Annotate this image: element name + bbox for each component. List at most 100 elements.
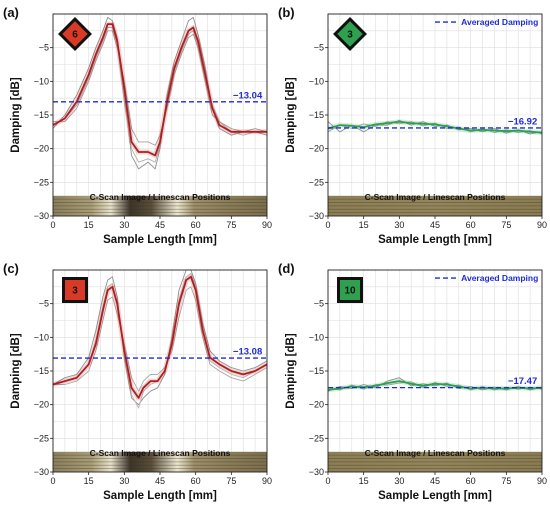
y-tick-label: −5 <box>314 43 324 53</box>
badge-number: 10 <box>344 286 356 297</box>
x-tick-label: 45 <box>155 220 165 230</box>
x-tick-label: 15 <box>359 476 369 486</box>
legend-label: Averaged Damping <box>461 17 538 27</box>
sample-badge: 3 <box>62 277 88 303</box>
cscan-image <box>53 195 267 216</box>
y-tick-label: −15 <box>34 366 49 376</box>
cscan-image <box>328 451 542 472</box>
cscan-label: C-Scan Image / Linescan Positions <box>365 448 506 458</box>
y-tick-label: −25 <box>309 177 324 187</box>
x-tick-label: 75 <box>226 220 236 230</box>
x-tick-label: 0 <box>325 476 330 486</box>
x-tick-label: 0 <box>50 220 55 230</box>
x-tick-label: 30 <box>119 476 129 486</box>
badge-number: 3 <box>347 30 353 41</box>
x-tick-label: 60 <box>466 476 476 486</box>
y-tick-label: −30 <box>34 211 49 221</box>
badge-number: 3 <box>72 286 78 297</box>
y-tick-label: −20 <box>309 400 324 410</box>
cscan-image <box>328 195 542 216</box>
x-axis-label: Sample Length [mm] <box>378 234 492 246</box>
badge-fill <box>340 280 360 300</box>
panel-d: C-Scan Image / Linescan Positions −17.47 A… <box>278 261 547 502</box>
y-tick-label: −15 <box>309 110 324 120</box>
y-tick-label: −20 <box>34 400 49 410</box>
badge-fill <box>337 21 363 47</box>
series-line-scan <box>327 377 543 392</box>
y-tick-label: −20 <box>309 144 324 154</box>
y-tick-label: −15 <box>309 366 324 376</box>
x-tick-label: 45 <box>155 476 165 486</box>
series-line-main <box>327 120 543 134</box>
y-tick-label: −30 <box>34 467 49 477</box>
x-tick-label: 60 <box>191 220 201 230</box>
x-tick-label: 90 <box>537 476 547 486</box>
x-tick-label: 90 <box>262 220 272 230</box>
averaged-damping-value: −13.08 <box>233 347 262 358</box>
x-tick-label: 30 <box>394 220 404 230</box>
x-tick-label: 0 <box>50 476 55 486</box>
y-tick-label: −30 <box>309 467 324 477</box>
cscan-label: C-Scan Image / Linescan Positions <box>365 192 506 202</box>
x-axis-label: Sample Length [mm] <box>103 490 217 502</box>
x-axis-label: Sample Length [mm] <box>378 490 492 502</box>
y-tick-label: −25 <box>309 433 324 443</box>
y-tick-label: −5 <box>314 299 324 309</box>
y-tick-label: −10 <box>34 332 49 342</box>
y-tick-label: −15 <box>34 110 49 120</box>
x-tick-label: 45 <box>430 476 440 486</box>
panel-b: C-Scan Image / Linescan Positions −16.92 A… <box>278 5 547 246</box>
series-line-main <box>52 23 267 157</box>
panel-c: C-Scan Image / Linescan Positions −13.08 0… <box>3 261 272 502</box>
x-tick-label: 15 <box>359 220 369 230</box>
badge-fill <box>62 21 88 47</box>
x-tick-label: 30 <box>119 220 129 230</box>
x-axis-label: Sample Length [mm] <box>103 234 217 246</box>
x-tick-label: 60 <box>191 476 201 486</box>
x-tick-label: 90 <box>262 476 272 486</box>
y-axis-label: Damping [dB] <box>10 77 22 153</box>
averaged-damping-value: −17.47 <box>508 376 537 387</box>
panel-letter: (b) <box>278 5 295 20</box>
x-tick-label: 75 <box>501 220 511 230</box>
series-line-scan <box>327 121 543 135</box>
y-axis-label: Damping [dB] <box>10 333 22 409</box>
x-tick-label: 30 <box>394 476 404 486</box>
cscan-label: C-Scan Image / Linescan Positions <box>90 192 231 202</box>
y-axis-label: Damping [dB] <box>285 77 297 153</box>
x-tick-label: 90 <box>537 220 547 230</box>
series-line-scan <box>52 269 268 406</box>
badge-number: 6 <box>72 30 78 41</box>
y-axis-label: Damping [dB] <box>285 333 297 409</box>
averaged-damping-value: −13.04 <box>233 90 263 101</box>
x-tick-label: 0 <box>325 220 330 230</box>
series-line-main <box>52 275 268 399</box>
x-tick-label: 45 <box>430 220 440 230</box>
y-tick-label: −5 <box>39 43 49 53</box>
y-tick-label: −30 <box>309 211 324 221</box>
legend-label: Averaged Damping <box>461 273 538 283</box>
series-line-scan <box>52 27 267 163</box>
y-tick-label: −10 <box>309 332 324 342</box>
x-tick-label: 15 <box>84 476 94 486</box>
y-tick-label: −5 <box>39 299 49 309</box>
x-tick-label: 75 <box>226 476 236 486</box>
y-tick-label: −10 <box>34 76 49 86</box>
panel-a: C-Scan Image / Linescan Positions −13.04 0… <box>3 5 272 246</box>
badge-fill <box>65 280 85 300</box>
panel-letter: (c) <box>3 261 19 276</box>
panel-letter: (d) <box>278 261 295 276</box>
series-line-scan <box>327 119 543 135</box>
panel-letter: (a) <box>3 5 19 20</box>
y-tick-label: −25 <box>34 433 49 443</box>
y-tick-label: −10 <box>309 76 324 86</box>
x-tick-label: 75 <box>501 476 511 486</box>
y-tick-label: −20 <box>34 144 49 154</box>
cscan-image <box>53 451 267 472</box>
y-tick-label: −25 <box>34 177 49 187</box>
averaged-damping-value: −16.92 <box>508 116 537 127</box>
sample-badge: 10 <box>337 277 363 303</box>
x-tick-label: 15 <box>84 220 94 230</box>
x-tick-label: 60 <box>466 220 476 230</box>
